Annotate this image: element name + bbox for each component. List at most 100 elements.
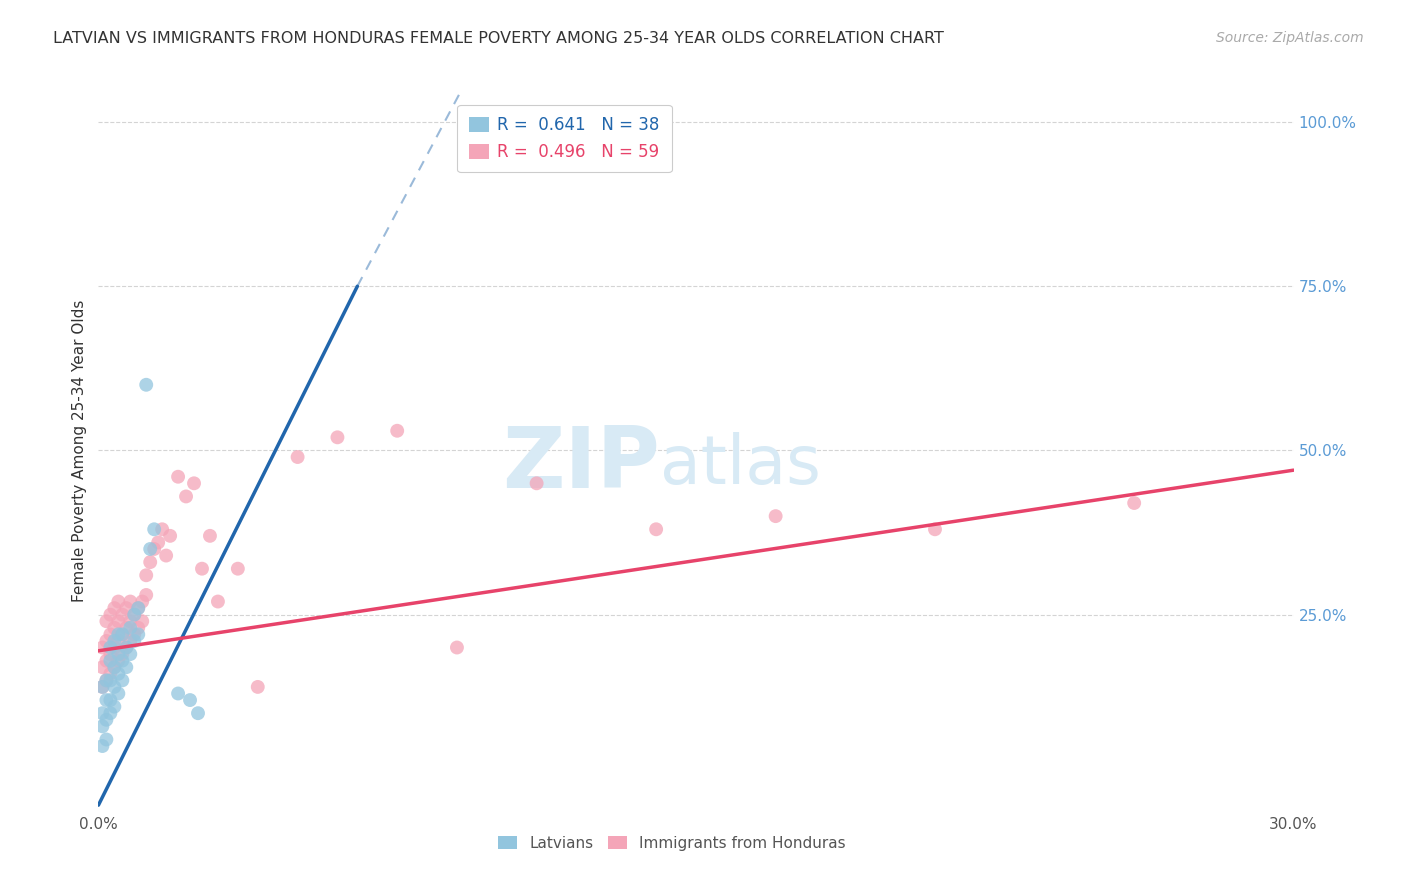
Point — [124, 634, 146, 648]
Point — [111, 673, 134, 688]
Point — [103, 660, 125, 674]
Point — [91, 719, 114, 733]
Point — [148, 535, 170, 549]
Point — [111, 647, 134, 661]
Point — [127, 627, 149, 641]
Point — [96, 673, 118, 688]
Point — [107, 594, 129, 608]
Point — [107, 634, 129, 648]
Point — [96, 634, 118, 648]
Point — [143, 522, 166, 536]
Point — [115, 621, 138, 635]
Point — [107, 647, 129, 661]
Point — [103, 621, 125, 635]
Point — [124, 607, 146, 622]
Point — [103, 680, 125, 694]
Point — [98, 706, 122, 721]
Point — [924, 522, 946, 536]
Point — [96, 693, 118, 707]
Point — [1123, 496, 1146, 510]
Point — [135, 568, 157, 582]
Point — [115, 660, 138, 674]
Point — [526, 476, 548, 491]
Point — [174, 490, 197, 504]
Point — [91, 660, 114, 674]
Point — [191, 562, 214, 576]
Text: Source: ZipAtlas.com: Source: ZipAtlas.com — [1216, 31, 1364, 45]
Point — [246, 680, 269, 694]
Point — [115, 601, 138, 615]
Point — [120, 614, 142, 628]
Point — [198, 529, 221, 543]
Point — [207, 594, 229, 608]
Point — [91, 706, 114, 721]
Point — [226, 562, 249, 576]
Point — [91, 640, 114, 655]
Point — [98, 627, 122, 641]
Point — [96, 713, 118, 727]
Point — [103, 699, 125, 714]
Point — [103, 634, 125, 648]
Point — [96, 673, 118, 688]
Point — [98, 640, 122, 655]
Point — [150, 522, 173, 536]
Text: LATVIAN VS IMMIGRANTS FROM HONDURAS FEMALE POVERTY AMONG 25-34 YEAR OLDS CORRELA: LATVIAN VS IMMIGRANTS FROM HONDURAS FEMA… — [53, 31, 945, 46]
Point — [135, 377, 157, 392]
Point — [127, 601, 149, 615]
Point — [135, 588, 157, 602]
Point — [131, 594, 153, 608]
Point — [446, 640, 468, 655]
Point — [107, 627, 129, 641]
Point — [287, 450, 309, 464]
Text: atlas: atlas — [661, 432, 821, 498]
Point — [183, 476, 205, 491]
Point — [107, 686, 129, 700]
Point — [326, 430, 349, 444]
Point — [124, 607, 146, 622]
Point — [98, 654, 122, 668]
Point — [167, 469, 190, 483]
Point — [120, 634, 142, 648]
Point — [155, 549, 177, 563]
Point — [385, 424, 409, 438]
Point — [98, 607, 122, 622]
Point — [127, 621, 149, 635]
Point — [120, 647, 142, 661]
Point — [159, 529, 181, 543]
Point — [96, 654, 118, 668]
Point — [120, 594, 142, 608]
Point — [645, 522, 668, 536]
Point — [111, 654, 134, 668]
Point — [91, 680, 114, 694]
Point — [98, 693, 122, 707]
Point — [98, 647, 122, 661]
Point — [103, 601, 125, 615]
Point — [91, 680, 114, 694]
Y-axis label: Female Poverty Among 25-34 Year Olds: Female Poverty Among 25-34 Year Olds — [72, 300, 87, 601]
Point — [143, 541, 166, 556]
Point — [111, 627, 134, 641]
Point — [167, 686, 190, 700]
Point — [107, 666, 129, 681]
Point — [98, 673, 122, 688]
Point — [139, 555, 162, 569]
Point — [96, 732, 118, 747]
Point — [91, 739, 114, 753]
Point — [103, 640, 125, 655]
Point — [111, 627, 134, 641]
Point — [127, 601, 149, 615]
Point — [115, 640, 138, 655]
Point — [107, 614, 129, 628]
Point — [765, 509, 787, 524]
Point — [115, 640, 138, 655]
Point — [124, 627, 146, 641]
Point — [96, 614, 118, 628]
Point — [103, 660, 125, 674]
Point — [111, 607, 134, 622]
Point — [187, 706, 209, 721]
Text: ZIP: ZIP — [502, 424, 661, 507]
Point — [131, 614, 153, 628]
Point — [179, 693, 201, 707]
Point — [98, 666, 122, 681]
Point — [107, 654, 129, 668]
